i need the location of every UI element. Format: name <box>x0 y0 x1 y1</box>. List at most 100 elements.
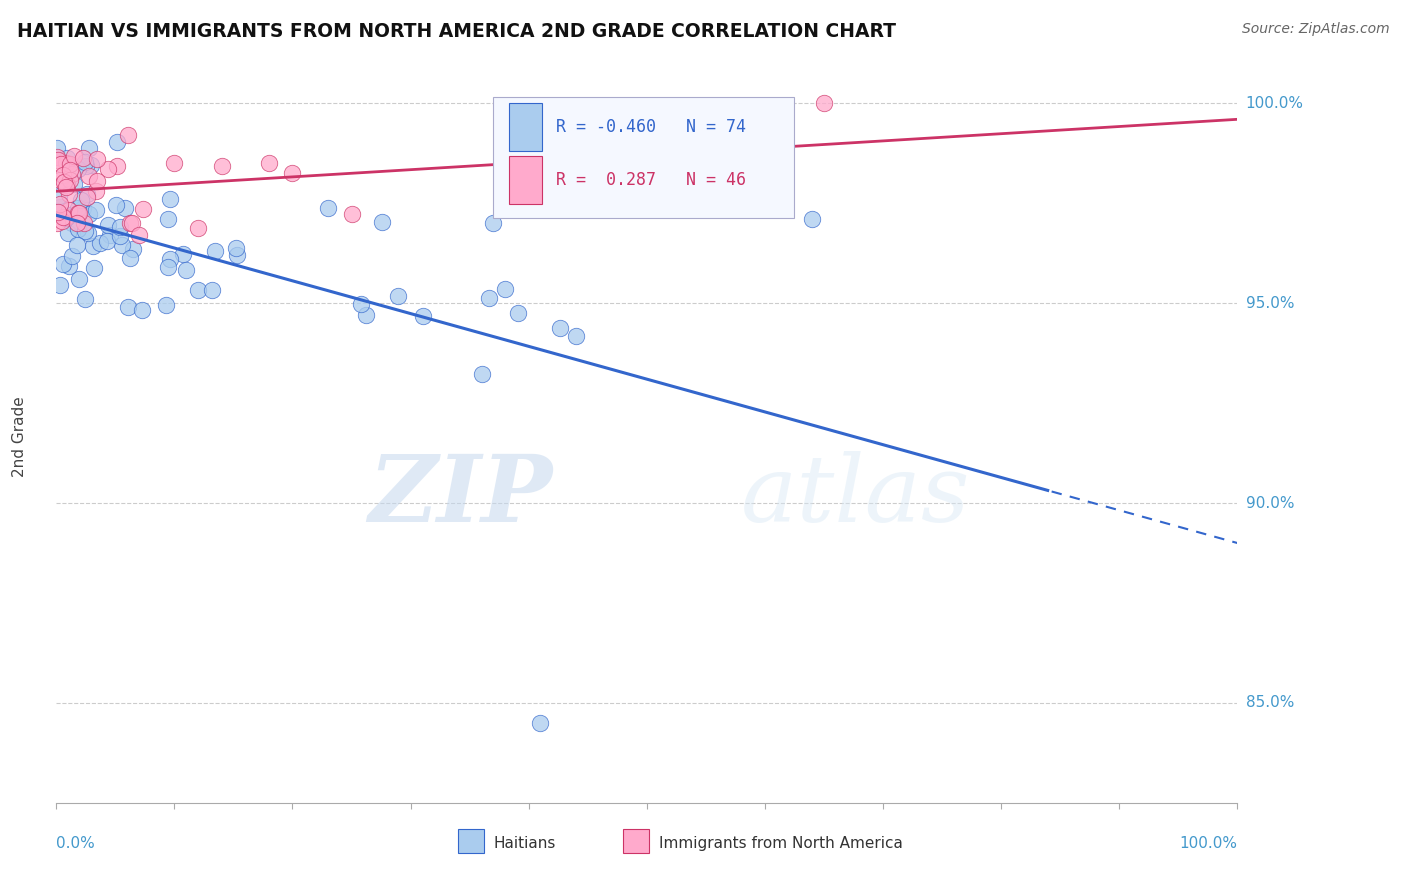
Point <box>49 277 72 292</box>
Text: HAITIAN VS IMMIGRANTS FROM NORTH AMERICA 2ND GRADE CORRELATION CHART: HAITIAN VS IMMIGRANTS FROM NORTH AMERICA… <box>17 22 896 41</box>
Point <box>225 241 247 255</box>
Point <box>80 158 103 172</box>
Point <box>121 216 143 230</box>
Point <box>77 141 100 155</box>
Point <box>174 263 197 277</box>
Point <box>316 201 339 215</box>
Text: atlas: atlas <box>741 450 970 541</box>
Point <box>51 214 73 228</box>
Text: Immigrants from North America: Immigrants from North America <box>658 836 903 851</box>
Point <box>49 200 72 214</box>
Point <box>66 205 89 219</box>
Point <box>56 151 79 165</box>
Point <box>105 198 128 212</box>
FancyBboxPatch shape <box>623 830 650 853</box>
Point <box>201 283 224 297</box>
Point <box>77 169 100 183</box>
Text: R = -0.460   N = 74: R = -0.460 N = 74 <box>555 118 745 136</box>
Point <box>60 167 83 181</box>
Point <box>77 226 100 240</box>
Point <box>53 175 76 189</box>
Point <box>120 251 142 265</box>
Point <box>73 216 96 230</box>
Point <box>354 308 377 322</box>
Point <box>66 222 89 236</box>
Point <box>340 207 363 221</box>
Point <box>412 309 434 323</box>
Point <box>564 329 586 343</box>
Point <box>73 293 96 307</box>
Point <box>114 201 136 215</box>
Point <box>96 234 118 248</box>
Point <box>75 155 97 169</box>
Point <box>131 202 153 216</box>
Point <box>257 156 280 170</box>
Point <box>82 239 104 253</box>
Point <box>159 252 181 266</box>
Point <box>211 159 233 173</box>
Point <box>98 228 121 243</box>
Text: ZIP: ZIP <box>368 450 553 541</box>
Text: 2nd Grade: 2nd Grade <box>11 397 27 477</box>
Point <box>494 282 516 296</box>
Point <box>157 212 180 227</box>
Point <box>58 187 80 202</box>
Point <box>49 172 72 186</box>
Point <box>59 156 82 170</box>
Point <box>471 367 494 381</box>
Point <box>46 151 69 165</box>
Point <box>105 135 128 149</box>
Point <box>111 237 134 252</box>
Point <box>281 166 304 180</box>
Point <box>529 715 551 730</box>
Point <box>76 189 98 203</box>
Point <box>51 157 73 171</box>
Point <box>77 207 100 221</box>
Point <box>66 216 89 230</box>
Point <box>371 215 394 229</box>
Point <box>89 235 111 250</box>
Point <box>55 211 77 226</box>
Point <box>67 162 90 177</box>
Point <box>52 168 75 182</box>
Point <box>117 300 139 314</box>
Point <box>48 153 70 167</box>
Point <box>55 180 77 194</box>
Point <box>84 185 107 199</box>
Text: 100.0%: 100.0% <box>1180 836 1237 851</box>
Point <box>97 219 120 233</box>
Point <box>156 260 179 274</box>
Point <box>163 156 186 170</box>
Point <box>72 201 94 215</box>
FancyBboxPatch shape <box>458 830 484 853</box>
Point <box>508 306 530 320</box>
Text: 95.0%: 95.0% <box>1246 295 1294 310</box>
Point <box>128 228 150 243</box>
Point <box>67 272 90 286</box>
Point <box>46 141 69 155</box>
Point <box>482 216 505 230</box>
Point <box>59 172 82 186</box>
FancyBboxPatch shape <box>509 156 541 204</box>
Point <box>55 156 77 170</box>
Point <box>478 291 501 305</box>
Point <box>56 226 79 240</box>
Text: 100.0%: 100.0% <box>1246 95 1303 111</box>
Point <box>159 192 181 206</box>
Point <box>86 152 108 166</box>
Point <box>86 202 108 217</box>
Point <box>86 174 108 188</box>
Point <box>105 159 128 173</box>
Point <box>350 296 373 310</box>
Point <box>122 242 145 256</box>
Point <box>60 208 83 222</box>
Point <box>813 96 835 111</box>
Point <box>70 194 93 208</box>
Point <box>46 216 69 230</box>
Text: Source: ZipAtlas.com: Source: ZipAtlas.com <box>1241 22 1389 37</box>
Point <box>55 210 77 224</box>
Point <box>187 221 209 235</box>
Point <box>67 201 90 215</box>
FancyBboxPatch shape <box>509 103 541 151</box>
Point <box>97 162 120 177</box>
